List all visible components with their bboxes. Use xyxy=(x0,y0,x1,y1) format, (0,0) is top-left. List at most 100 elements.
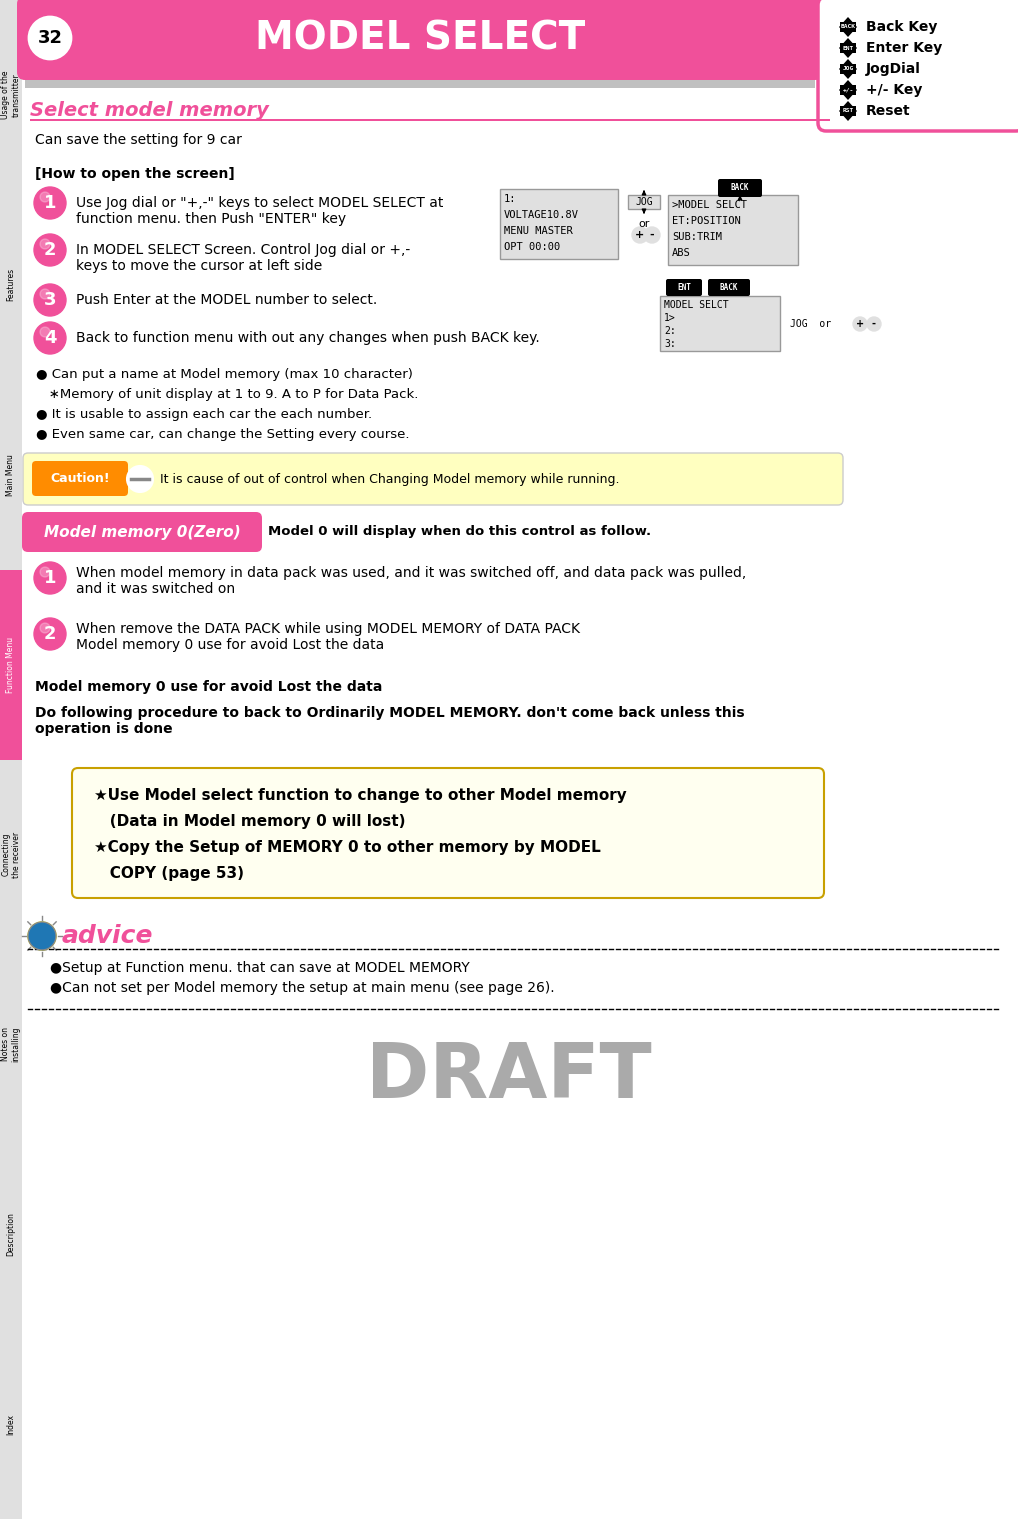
Text: Usage of the
transmitter: Usage of the transmitter xyxy=(1,71,20,118)
Text: BACK: BACK xyxy=(720,283,738,292)
FancyBboxPatch shape xyxy=(500,188,618,260)
Text: -: - xyxy=(649,229,655,240)
Circle shape xyxy=(644,226,660,243)
Text: ABS: ABS xyxy=(672,248,691,258)
Circle shape xyxy=(29,922,56,949)
Text: Use Jog dial or "+,-" keys to select MODEL SELECT at
function menu. then Push "E: Use Jog dial or "+,-" keys to select MOD… xyxy=(76,196,444,226)
FancyBboxPatch shape xyxy=(72,769,824,898)
Text: Description: Description xyxy=(6,1212,15,1256)
Circle shape xyxy=(40,289,50,299)
FancyBboxPatch shape xyxy=(32,460,128,497)
FancyBboxPatch shape xyxy=(840,85,856,96)
Text: When remove the DATA PACK while using MODEL MEMORY of DATA PACK
Model memory 0 u: When remove the DATA PACK while using MO… xyxy=(76,621,580,652)
Text: MODEL SELECT: MODEL SELECT xyxy=(254,20,585,58)
Text: 1: 1 xyxy=(44,570,56,586)
Text: In MODEL SELECT Screen. Control Jog dial or +,-
keys to move the cursor at left : In MODEL SELECT Screen. Control Jog dial… xyxy=(76,243,410,273)
Text: 32: 32 xyxy=(38,29,62,47)
Text: 4: 4 xyxy=(44,330,56,346)
Text: Enter Key: Enter Key xyxy=(866,41,943,55)
Circle shape xyxy=(127,466,153,492)
Circle shape xyxy=(40,327,50,337)
Text: Push Enter at the MODEL number to select.: Push Enter at the MODEL number to select… xyxy=(76,293,378,307)
Text: 1: 1 xyxy=(44,194,56,213)
FancyBboxPatch shape xyxy=(840,64,856,74)
Text: VOLTAGE10.8V: VOLTAGE10.8V xyxy=(504,210,579,220)
FancyBboxPatch shape xyxy=(708,279,750,296)
Text: ● It is usable to assign each car the each number.: ● It is usable to assign each car the ea… xyxy=(36,409,373,421)
Text: (Data in Model memory 0 will lost): (Data in Model memory 0 will lost) xyxy=(94,814,405,829)
FancyBboxPatch shape xyxy=(23,453,843,504)
FancyBboxPatch shape xyxy=(0,380,22,570)
Circle shape xyxy=(34,187,66,219)
Text: [How to open the screen]: [How to open the screen] xyxy=(35,167,235,181)
FancyBboxPatch shape xyxy=(25,71,815,88)
FancyBboxPatch shape xyxy=(660,296,780,351)
FancyBboxPatch shape xyxy=(0,0,22,1519)
Text: Back to function menu with out any changes when push BACK key.: Back to function menu with out any chang… xyxy=(76,331,540,345)
Text: ET:POSITION: ET:POSITION xyxy=(672,216,741,226)
Text: ● Even same car, can change the Setting every course.: ● Even same car, can change the Setting … xyxy=(36,428,409,441)
Text: JOG: JOG xyxy=(842,67,854,71)
FancyBboxPatch shape xyxy=(840,21,856,32)
Text: ● Can put a name at Model memory (max 10 character): ● Can put a name at Model memory (max 10… xyxy=(36,368,413,381)
Polygon shape xyxy=(839,81,857,100)
Circle shape xyxy=(40,238,50,249)
Text: Reset: Reset xyxy=(866,103,911,118)
Text: advice: advice xyxy=(62,924,154,948)
Text: 1:: 1: xyxy=(504,194,516,204)
FancyBboxPatch shape xyxy=(628,194,660,210)
Text: Select model memory: Select model memory xyxy=(30,102,269,120)
Text: Connecting
the receiver: Connecting the receiver xyxy=(1,831,20,878)
Text: +: + xyxy=(856,319,864,330)
Text: When model memory in data pack was used, and it was switched off, and data pack : When model memory in data pack was used,… xyxy=(76,567,746,595)
Text: Function Menu: Function Menu xyxy=(6,636,15,693)
FancyBboxPatch shape xyxy=(0,1139,22,1329)
FancyBboxPatch shape xyxy=(30,118,830,122)
Text: 3:: 3: xyxy=(664,339,676,349)
Text: 3: 3 xyxy=(44,292,56,308)
FancyBboxPatch shape xyxy=(0,0,22,190)
Text: ∗Memory of unit display at 1 to 9. A to P for Data Pack.: ∗Memory of unit display at 1 to 9. A to … xyxy=(36,387,418,401)
Polygon shape xyxy=(839,100,857,122)
Circle shape xyxy=(632,226,648,243)
Text: Caution!: Caution! xyxy=(50,471,110,485)
Text: 2: 2 xyxy=(44,242,56,260)
FancyBboxPatch shape xyxy=(0,190,22,380)
Text: MENU MASTER: MENU MASTER xyxy=(504,226,573,235)
Circle shape xyxy=(853,317,867,331)
Circle shape xyxy=(34,284,66,316)
Text: +: + xyxy=(635,229,644,240)
Text: DRAFT: DRAFT xyxy=(366,1041,652,1113)
Text: JOG  or: JOG or xyxy=(790,319,831,330)
Text: 1>: 1> xyxy=(664,313,676,324)
FancyBboxPatch shape xyxy=(0,1329,22,1519)
Text: Index: Index xyxy=(6,1414,15,1434)
Text: >MODEL SELCT: >MODEL SELCT xyxy=(672,201,747,210)
Text: -: - xyxy=(872,319,876,330)
Text: Notes on
installing: Notes on installing xyxy=(1,1027,20,1062)
Circle shape xyxy=(29,17,71,59)
Text: RST: RST xyxy=(842,108,854,114)
Text: ●Can not set per Model memory the setup at main menu (see page 26).: ●Can not set per Model memory the setup … xyxy=(50,981,555,995)
FancyBboxPatch shape xyxy=(17,0,823,81)
Text: or: or xyxy=(638,219,649,229)
Circle shape xyxy=(29,922,56,949)
Text: ●Setup at Function menu. that can save at MODEL MEMORY: ●Setup at Function menu. that can save a… xyxy=(50,962,469,975)
Text: ENT: ENT xyxy=(677,283,691,292)
Text: ENT: ENT xyxy=(842,46,854,50)
Text: JOG: JOG xyxy=(635,197,653,207)
FancyBboxPatch shape xyxy=(0,760,22,949)
Circle shape xyxy=(34,618,66,650)
Polygon shape xyxy=(839,17,857,36)
FancyBboxPatch shape xyxy=(22,512,262,551)
Text: Model memory 0(Zero): Model memory 0(Zero) xyxy=(44,524,240,539)
Text: Back Key: Back Key xyxy=(866,20,938,33)
Text: MODEL SELCT: MODEL SELCT xyxy=(664,299,729,310)
Polygon shape xyxy=(839,38,857,58)
Circle shape xyxy=(40,191,50,202)
FancyBboxPatch shape xyxy=(668,194,798,264)
FancyBboxPatch shape xyxy=(818,0,1018,131)
Text: Model memory 0 use for avoid Lost the data: Model memory 0 use for avoid Lost the da… xyxy=(35,681,383,694)
Text: ★Copy the Setup of MEMORY 0 to other memory by MODEL: ★Copy the Setup of MEMORY 0 to other mem… xyxy=(94,840,601,855)
Text: +/- Key: +/- Key xyxy=(866,84,922,97)
